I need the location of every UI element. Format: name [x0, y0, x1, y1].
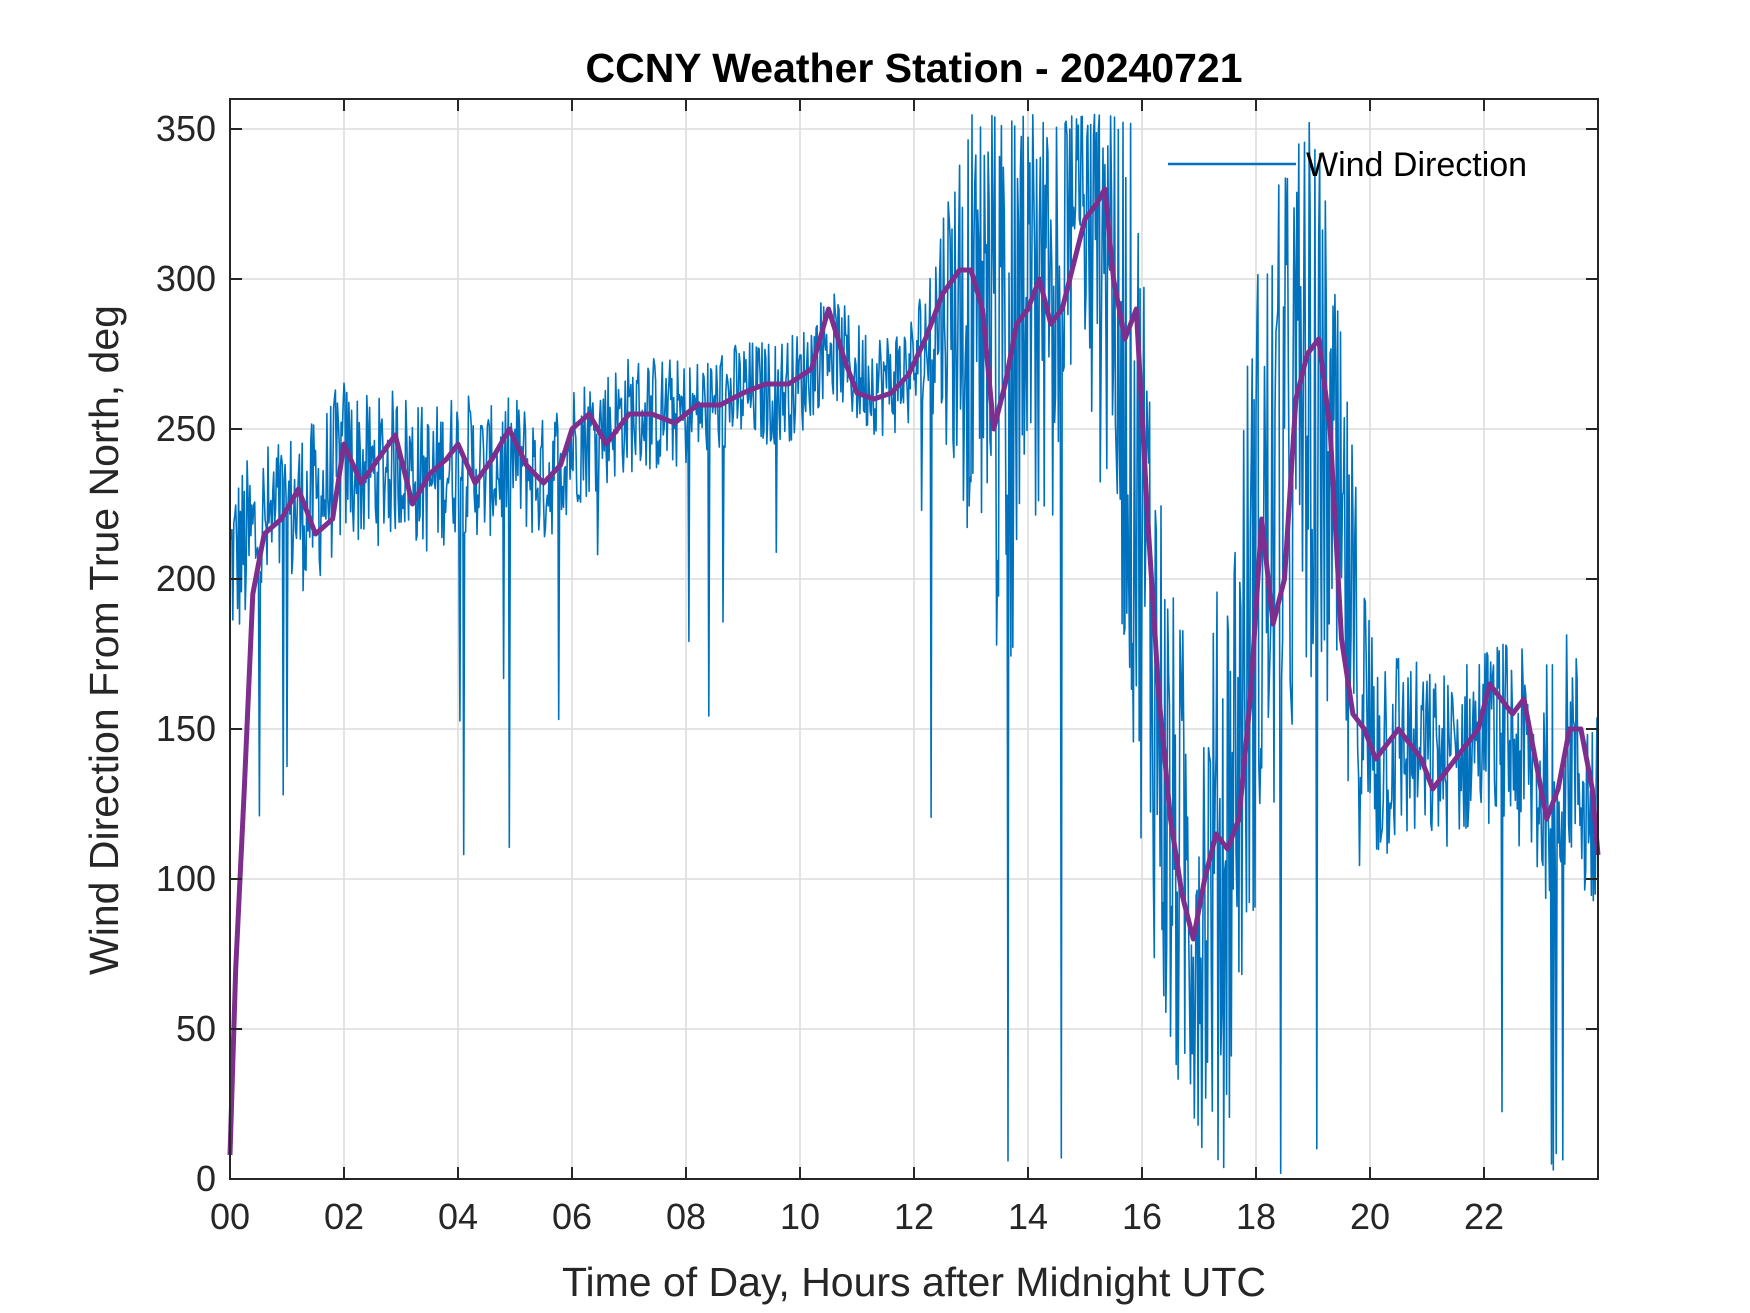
x-tick-label-2: 04 [438, 1196, 478, 1237]
y-tick-label-4: 200 [156, 558, 216, 599]
y-tick-label-3: 150 [156, 708, 216, 749]
x-tick-label-11: 22 [1464, 1196, 1504, 1237]
x-axis-ticks: 00 02 04 06 08 10 12 14 16 18 20 22 [210, 99, 1504, 1237]
legend-entry-wind-direction: Wind Direction [1306, 146, 1527, 184]
x-tick-label-6: 12 [894, 1196, 934, 1237]
chart-title: CCNY Weather Station - 20240721 [585, 45, 1242, 91]
x-tick-label-10: 20 [1350, 1196, 1390, 1237]
x-tick-label-1: 02 [324, 1196, 364, 1237]
y-axis-ticks: 0 50 100 150 200 250 300 350 [156, 108, 1598, 1199]
x-tick-label-3: 06 [552, 1196, 592, 1237]
series-moving-average [227, 186, 1601, 1156]
y-tick-label-0: 0 [196, 1158, 216, 1199]
y-axis-label: Wind Direction From True North, deg [81, 305, 127, 975]
x-tick-label-4: 08 [666, 1196, 706, 1237]
x-tick-label-0: 00 [210, 1196, 250, 1237]
x-tick-label-8: 16 [1122, 1196, 1162, 1237]
line-moving-average [227, 186, 1601, 1156]
x-tick-label-9: 18 [1236, 1196, 1276, 1237]
x-axis-label: Time of Day, Hours after Midnight UTC [562, 1259, 1266, 1305]
y-tick-label-7: 350 [156, 108, 216, 149]
x-tick-label-7: 14 [1008, 1196, 1048, 1237]
y-tick-label-1: 50 [176, 1008, 216, 1049]
x-tick-label-5: 10 [780, 1196, 820, 1237]
y-tick-label-2: 100 [156, 858, 216, 899]
legend: Wind Direction [1168, 146, 1527, 184]
y-tick-label-5: 250 [156, 408, 216, 449]
y-tick-label-6: 300 [156, 258, 216, 299]
